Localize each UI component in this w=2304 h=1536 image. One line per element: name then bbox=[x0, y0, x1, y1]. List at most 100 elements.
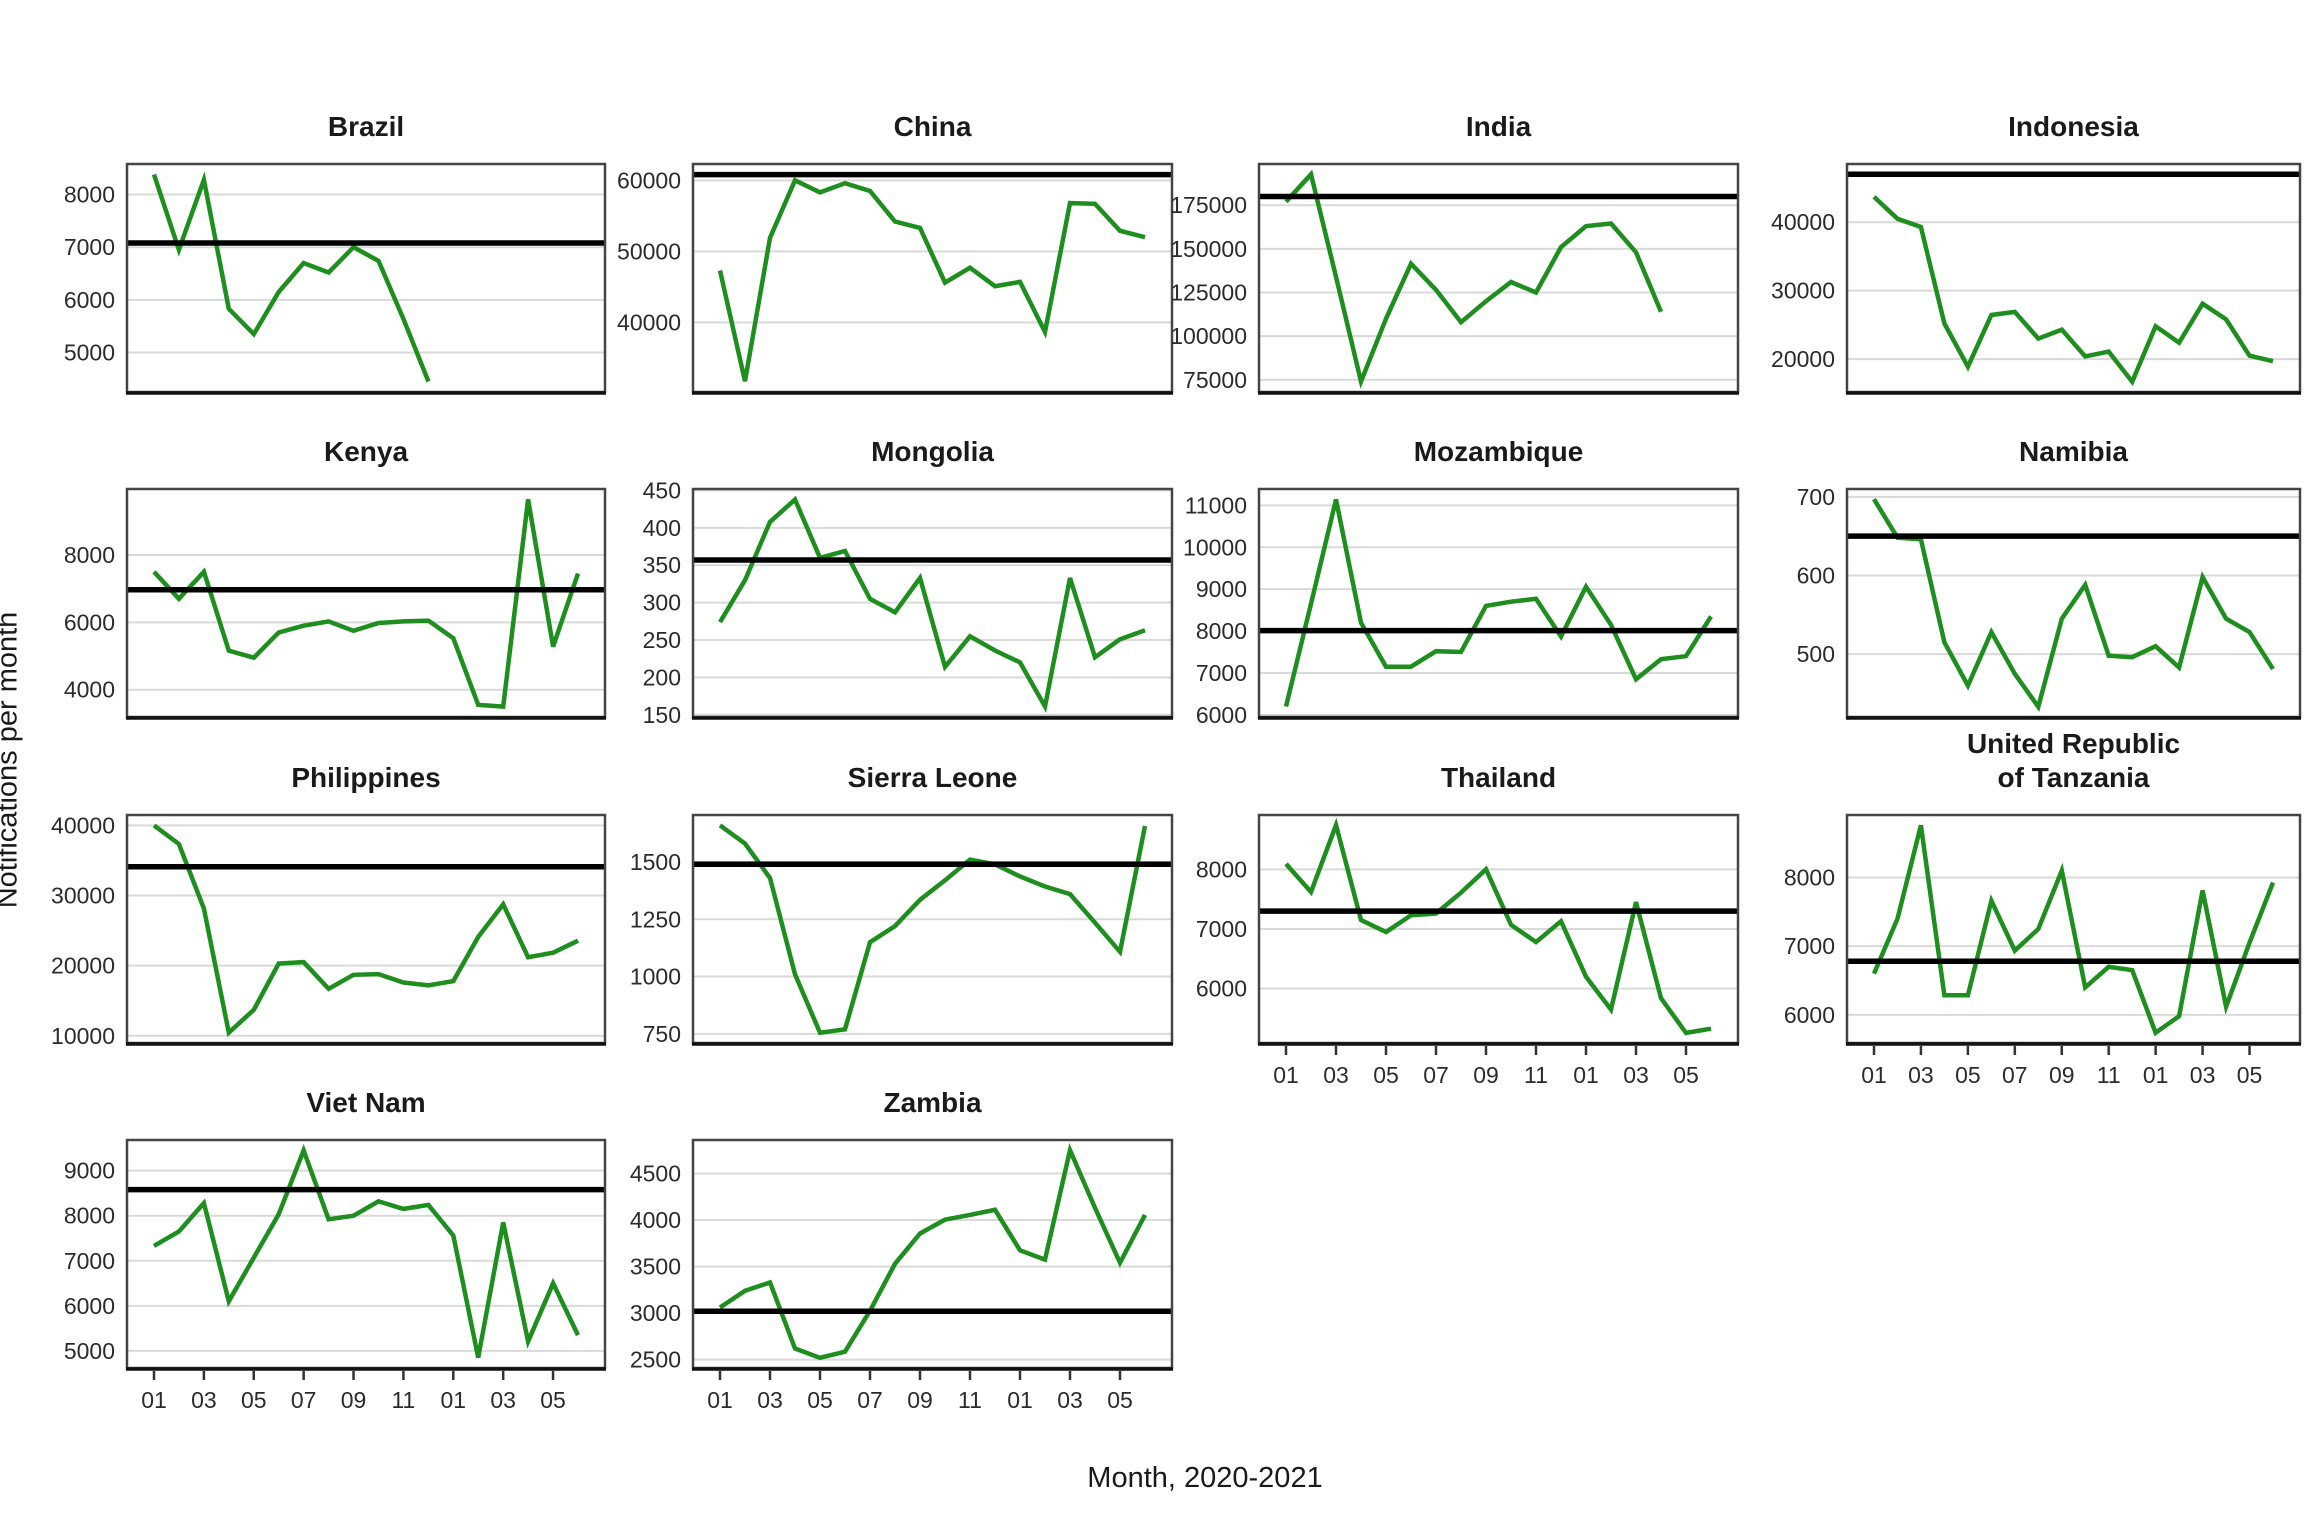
y-tick-label: 200 bbox=[643, 664, 681, 690]
x-tick-label: 05 bbox=[540, 1387, 566, 1413]
plot-area-zambia bbox=[693, 1140, 1172, 1368]
facet-title-viet-nam: Viet Nam bbox=[306, 1087, 426, 1118]
facet-panel-mongolia: 150 200 250 300 350 400 450 bbox=[643, 477, 1174, 728]
facet-title-sierra-leone: Sierra Leone bbox=[847, 762, 1018, 793]
y-tick-label: 10000 bbox=[1183, 534, 1247, 560]
plot-area-indonesia bbox=[1847, 164, 2300, 392]
y-tick-label: 11000 bbox=[1185, 492, 1247, 518]
x-tick-label: 01 bbox=[1861, 1062, 1887, 1088]
y-tick-label: 75000 bbox=[1183, 367, 1247, 393]
y-tick-label: 6000 bbox=[1196, 976, 1247, 1002]
x-tick-label: 11 bbox=[391, 1387, 415, 1413]
facet-panel-thailand: 6000 7000 8000 01 03 05 07 09 11 01 03 05 bbox=[1196, 813, 1740, 1088]
facet-title-thailand: Thailand bbox=[1440, 762, 1557, 793]
facet-title-mongolia: Mongolia bbox=[871, 436, 994, 467]
x-tick-label: 05 bbox=[1373, 1062, 1399, 1088]
x-tick-label: 09 bbox=[2049, 1062, 2075, 1088]
facet-panel-sierra-leone: 750 1000 1250 1500 bbox=[630, 813, 1174, 1047]
y-tick-label: 6000 bbox=[64, 287, 115, 313]
y-tick-label: 7000 bbox=[1196, 916, 1247, 942]
y-tick-label: 6000 bbox=[64, 609, 115, 635]
y-tick-label: 8000 bbox=[64, 542, 115, 568]
x-tick-label: 11 bbox=[958, 1387, 982, 1413]
x-tick-label: 09 bbox=[341, 1387, 367, 1413]
x-tick-label: 11 bbox=[2097, 1062, 2121, 1088]
y-tick-label: 4500 bbox=[630, 1161, 681, 1187]
facet-title-namibia: Namibia bbox=[2019, 436, 2128, 467]
y-tick-label: 2500 bbox=[630, 1347, 681, 1373]
facet-title-philippines: Philippines bbox=[291, 762, 441, 793]
y-tick-label: 125000 bbox=[1170, 279, 1247, 305]
facet-title-kenya: Kenya bbox=[323, 436, 409, 467]
x-tick-label: 03 bbox=[1057, 1387, 1083, 1413]
y-tick-label: 20000 bbox=[1771, 346, 1835, 372]
x-tick-label: 07 bbox=[1423, 1062, 1449, 1088]
y-tick-label: 6000 bbox=[1784, 1002, 1835, 1028]
facet-panel-namibia: 500 600 700 bbox=[1797, 484, 2302, 720]
x-tick-label: 09 bbox=[1473, 1062, 1499, 1088]
y-tick-label: 9000 bbox=[64, 1158, 115, 1184]
notifications-line-united-republic-of-tanzania bbox=[1871, 824, 2276, 1037]
facet-panel-china: 40000 50000 60000 bbox=[617, 162, 1174, 395]
x-tick-label: 03 bbox=[191, 1387, 217, 1413]
x-tick-label: 03 bbox=[1323, 1062, 1349, 1088]
facet-panel-zambia: 2500 3000 3500 4000 4500 01 03 05 07 09 11 01 03 05 bbox=[630, 1138, 1174, 1413]
x-tick-label: 03 bbox=[1623, 1062, 1649, 1088]
notifications-line-kenya bbox=[152, 499, 581, 709]
y-tick-label: 6000 bbox=[1196, 702, 1247, 728]
y-tick-label: 175000 bbox=[1170, 192, 1247, 218]
y-tick-label: 40000 bbox=[51, 812, 115, 838]
x-tick-label: 01 bbox=[1007, 1387, 1033, 1413]
x-tick-label: 05 bbox=[807, 1387, 833, 1413]
facet-panel-brazil: 5000 6000 7000 8000 bbox=[64, 162, 607, 395]
y-tick-label: 7000 bbox=[64, 234, 115, 260]
y-tick-label: 500 bbox=[1797, 641, 1835, 667]
y-tick-label: 5000 bbox=[64, 340, 115, 366]
x-tick-label: 09 bbox=[907, 1387, 933, 1413]
plot-area-philippines bbox=[127, 815, 605, 1043]
y-tick-label: 7000 bbox=[64, 1248, 115, 1274]
y-tick-label: 700 bbox=[1797, 484, 1835, 510]
y-tick-label: 8000 bbox=[1196, 856, 1247, 882]
y-tick-label: 3500 bbox=[630, 1254, 681, 1280]
y-tick-label: 40000 bbox=[617, 309, 681, 335]
x-tick-label: 01 bbox=[2143, 1062, 2169, 1088]
x-tick-label: 07 bbox=[857, 1387, 883, 1413]
notifications-line-zambia bbox=[718, 1143, 1147, 1361]
y-tick-label: 250 bbox=[643, 627, 681, 653]
y-tick-label: 30000 bbox=[1771, 278, 1835, 304]
y-tick-label: 150 bbox=[643, 702, 681, 728]
x-tick-label: 05 bbox=[1673, 1062, 1699, 1088]
facet-panel-indonesia: 20000 30000 40000 bbox=[1771, 162, 2302, 395]
x-tick-label: 05 bbox=[1955, 1062, 1981, 1088]
y-tick-label: 9000 bbox=[1196, 576, 1247, 602]
x-tick-label: 11 bbox=[1524, 1062, 1548, 1088]
y-tick-label: 100000 bbox=[1170, 323, 1247, 349]
y-tick-label: 40000 bbox=[1771, 209, 1835, 235]
x-tick-label: 03 bbox=[2190, 1062, 2216, 1088]
x-tick-label: 03 bbox=[1908, 1062, 1934, 1088]
x-tick-label: 01 bbox=[440, 1387, 466, 1413]
y-tick-label: 5000 bbox=[64, 1338, 115, 1364]
x-tick-label: 03 bbox=[490, 1387, 516, 1413]
y-tick-label: 8000 bbox=[64, 1203, 115, 1229]
y-tick-label: 6000 bbox=[64, 1293, 115, 1319]
facet-title-mozambique: Mozambique bbox=[1413, 436, 1584, 467]
x-tick-label: 05 bbox=[1107, 1387, 1133, 1413]
facet-panel-india: 75000 100000 125000 150000 175000 bbox=[1170, 162, 1740, 395]
y-tick-label: 1500 bbox=[630, 849, 681, 875]
notifications-line-china bbox=[717, 177, 1146, 382]
y-tick-label: 20000 bbox=[51, 953, 115, 979]
notifications-line-viet-nam bbox=[152, 1144, 581, 1359]
facet-panel-mozambique: 6000 7000 8000 9000 10000 11000 bbox=[1183, 487, 1740, 728]
y-tick-label: 10000 bbox=[51, 1023, 115, 1049]
facet-panel-philippines: 10000 20000 30000 40000 bbox=[51, 812, 607, 1049]
y-tick-label: 8000 bbox=[64, 182, 115, 208]
notifications-line-namibia bbox=[1872, 498, 2275, 713]
y-tick-label: 50000 bbox=[617, 238, 681, 264]
y-tick-label: 4000 bbox=[64, 677, 115, 703]
facet-title-indonesia: Indonesia bbox=[2008, 111, 2139, 142]
y-tick-label: 1000 bbox=[630, 964, 681, 990]
y-tick-label: 450 bbox=[643, 477, 681, 503]
